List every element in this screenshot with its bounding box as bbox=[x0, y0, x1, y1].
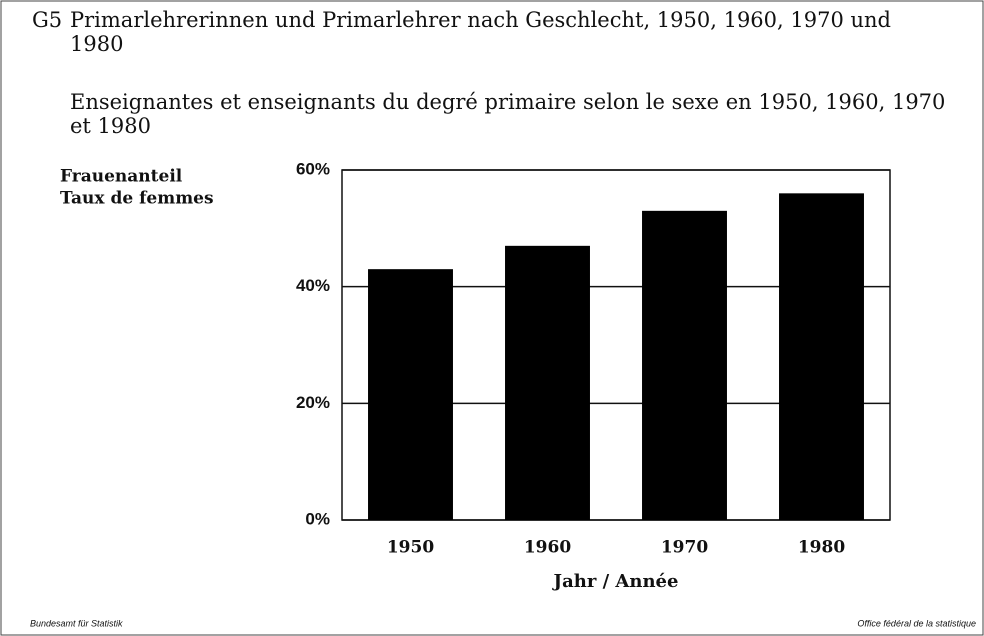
bar bbox=[642, 210, 727, 521]
bar bbox=[505, 245, 590, 521]
x-tick-label: 1970 bbox=[661, 538, 708, 558]
y-axis-label: Frauenanteil bbox=[60, 167, 183, 187]
footer-left: Bundesamt für Statistik bbox=[30, 618, 123, 628]
y-tick-label: 20% bbox=[296, 393, 330, 412]
bar bbox=[368, 269, 453, 520]
x-tick-label: 1960 bbox=[524, 538, 571, 558]
x-axis-label: Jahr / Année bbox=[552, 571, 679, 592]
y-tick-label: 40% bbox=[296, 276, 330, 295]
chart-subtitle: Enseignantes et enseignants du degré pri… bbox=[70, 90, 946, 138]
bar bbox=[779, 193, 864, 521]
chart-title: Primarlehrerinnen und Primarlehrer nach … bbox=[70, 8, 891, 56]
figure-label: G5 bbox=[32, 8, 63, 32]
x-tick-label: 1950 bbox=[387, 538, 434, 558]
y-axis-label: Taux de femmes bbox=[60, 189, 214, 209]
y-tick-label: 0% bbox=[305, 509, 330, 528]
x-tick-label: 1980 bbox=[798, 538, 845, 558]
y-tick-label: 60% bbox=[296, 159, 330, 178]
footer-right: Office fédéral de la statistique bbox=[857, 618, 976, 628]
